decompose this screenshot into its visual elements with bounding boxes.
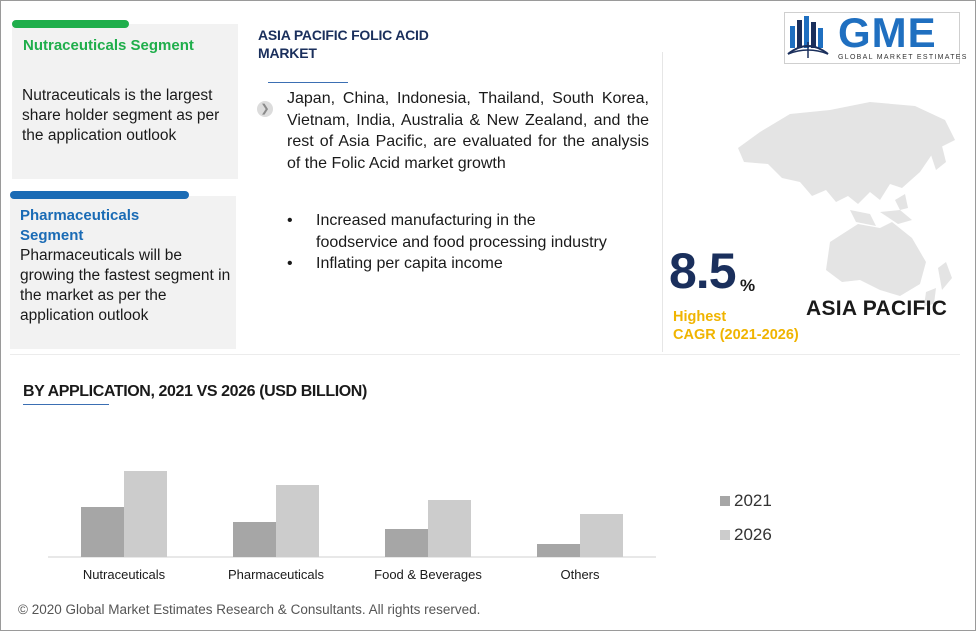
bar-2026 xyxy=(276,485,319,557)
pharmaceuticals-card xyxy=(10,196,236,349)
bullet-item: Inflating per capita income xyxy=(287,253,607,275)
chevron-right-icon: ❯ xyxy=(257,101,273,117)
bullet-item: Increased manufacturing in the foodservi… xyxy=(287,210,607,253)
legend-item-2026: 2026 xyxy=(720,518,772,552)
market-bullets: Increased manufacturing in the foodservi… xyxy=(287,210,607,275)
cagr-label-line2: CAGR (2021-2026) xyxy=(673,327,799,343)
market-title-underline xyxy=(268,82,348,83)
legend-label: 2026 xyxy=(734,525,772,544)
chart-title: BY APPLICATION, 2021 VS 2026 (USD BILLIO… xyxy=(23,383,367,400)
chart-legend: 2021 2026 xyxy=(720,484,772,552)
x-tick-label: Food & Beverages xyxy=(374,567,482,582)
bar-2021 xyxy=(537,544,580,557)
asia-pacific-map-icon xyxy=(738,102,955,306)
pharmaceuticals-title: Pharmaceuticals Segment xyxy=(20,207,140,244)
nutraceuticals-card xyxy=(12,24,238,179)
legend-swatch xyxy=(720,530,730,540)
chart-title-underline xyxy=(23,404,109,405)
market-title: ASIA PACIFIC FOLIC ACID MARKET xyxy=(258,27,429,61)
logo-subtitle: GLOBAL MARKET ESTIMATES xyxy=(838,54,968,61)
globe-icon xyxy=(787,16,829,58)
nutraceuticals-accent-bar xyxy=(12,20,129,28)
x-tick-label: Others xyxy=(560,567,600,582)
legend-label: 2021 xyxy=(734,491,772,510)
pharmaceuticals-text: Pharmaceuticals will be growing the fast… xyxy=(20,247,231,324)
cagr-unit: % xyxy=(740,276,756,295)
x-tick-label: Nutraceuticals xyxy=(83,567,166,582)
cagr-label-line1: Highest xyxy=(673,309,727,325)
x-tick-label: Pharmaceuticals xyxy=(228,567,325,582)
bar-2021 xyxy=(233,522,276,557)
copyright-footer: © 2020 Global Market Estimates Research … xyxy=(18,602,481,617)
bar-2026 xyxy=(428,500,471,557)
region-label: ASIA PACIFIC xyxy=(806,297,948,320)
nutraceuticals-text: Nutraceuticals is the largest share hold… xyxy=(22,87,220,144)
bar-2021 xyxy=(385,529,428,557)
cagr-value: 8.5 xyxy=(669,243,737,299)
bar-2026 xyxy=(124,471,167,557)
cagr-label: Highest CAGR (2021-2026) xyxy=(673,308,833,344)
bar-2021 xyxy=(81,507,124,557)
application-bar-chart: Nutraceuticals Pharmaceuticals Food & Beve… xyxy=(48,471,656,582)
legend-item-2021: 2021 xyxy=(720,484,772,518)
legend-swatch xyxy=(720,496,730,506)
market-paragraph: Japan, China, Indonesia, Thailand, South… xyxy=(287,90,649,172)
horizontal-divider xyxy=(10,354,960,355)
gme-logo xyxy=(784,12,960,64)
logo-wordmark: GME xyxy=(838,9,937,56)
vertical-divider xyxy=(662,52,663,352)
nutraceuticals-title: Nutraceuticals Segment xyxy=(23,37,194,54)
bar-2026 xyxy=(580,514,623,557)
pharmaceuticals-accent-bar xyxy=(10,191,189,199)
